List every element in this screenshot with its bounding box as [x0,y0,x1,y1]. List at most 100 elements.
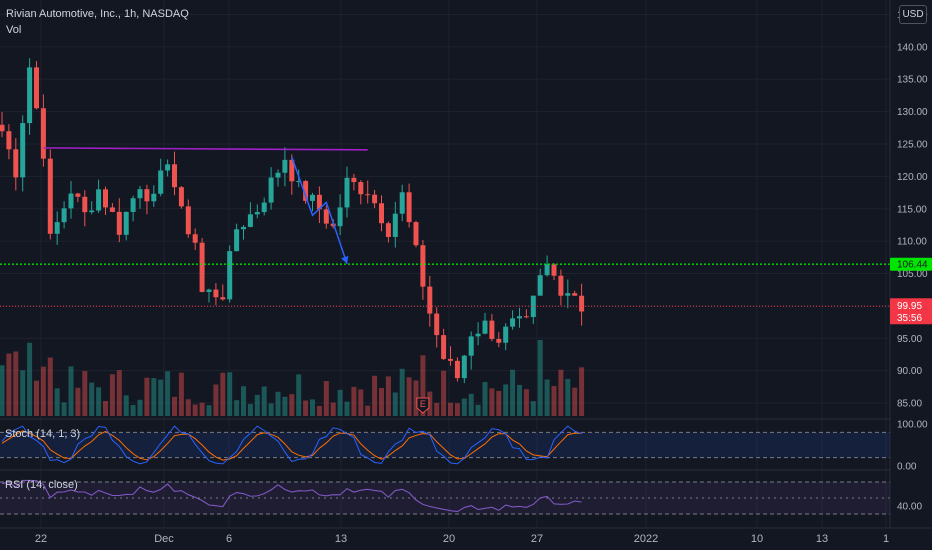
volume-bar [503,384,509,416]
candle-body [75,193,81,197]
volume-bar [579,367,585,416]
candle-body [220,297,226,300]
price-tick-label: 115.00 [897,204,927,215]
candle-body [151,193,157,202]
volume-bar [61,402,67,416]
candle-body [413,222,419,246]
price-tick-label: 120.00 [897,172,928,183]
candle-body [275,172,281,178]
candle-body [213,289,219,298]
volume-legend[interactable]: Vol [6,24,22,36]
stoch-legend[interactable]: Stoch (14, 1, 3) [5,428,81,440]
volume-bar [434,402,440,416]
volume-bar [227,372,233,416]
candle-body [468,336,474,356]
time-tick-label: 10 [751,533,763,545]
time-tick-label: 13 [816,533,828,545]
volume-bar [116,370,122,416]
volume-bar [523,389,529,416]
symbol-legend[interactable]: Rivian Automotive, Inc., 1h, NASDAQ [6,8,189,20]
price-tick-label: 90.00 [897,366,922,377]
candle-body [261,202,267,213]
candle-body [482,320,488,334]
volume-bar [13,351,19,416]
candle-body [227,251,233,300]
volume-bar [158,379,164,416]
volume-bar [448,402,453,416]
resistance-trendline[interactable] [43,147,368,151]
volume-bar [89,382,95,416]
volume-bar [151,378,157,416]
volume-bar [530,401,536,416]
volume-bar [365,405,371,416]
price-tick-label: 135.00 [897,75,928,86]
volume-bar [572,387,578,416]
volume-bar [178,372,184,416]
price-tick-label: 125.00 [897,140,928,151]
volume-bars [0,340,585,416]
earnings-marker[interactable]: E [416,397,430,414]
volume-bar [275,391,281,416]
candle-body [234,229,240,252]
volume-bar [330,402,336,416]
volume-bar [310,399,315,416]
volume-bar [192,404,198,416]
candle-body [206,289,212,292]
drawn-arrow-path[interactable] [291,156,348,265]
candle-body [558,275,564,296]
volume-bar [282,396,288,416]
candle-body [399,192,405,214]
currency-button[interactable]: USD [899,5,927,24]
candle-body [503,326,509,343]
volume-bar [144,377,150,416]
volume-bar [130,405,136,416]
price-tick-label: 140.00 [897,42,928,53]
rsi-axis-labels[interactable]: 40.00 [897,502,922,513]
candle-body [40,108,46,159]
time-tick-label: 2022 [634,533,658,545]
volume-bar [406,377,412,416]
volume-bar [241,386,246,416]
arrow-head-icon [341,255,349,264]
candle-body [454,360,460,379]
candle-body [385,223,391,237]
candle-body [565,293,571,296]
candle-body [54,222,60,234]
volume-bar [296,374,302,416]
candle-body [47,158,53,234]
candle-body [406,192,412,223]
volume-bar [413,380,419,416]
stoch-axis-labels[interactable]: 0.00 100.00 [897,420,928,473]
volume-bar [337,389,343,416]
candle-body [530,295,536,318]
volume-bar [537,340,543,416]
rsi-legend[interactable]: RSI (14, close) [5,479,78,491]
volume-bar [392,392,398,416]
candle-body [372,194,378,204]
earnings-marker-label: E [420,399,426,409]
price-axis-labels[interactable]: 85.0090.0095.00100.00105.00110.00115.001… [897,10,928,410]
volume-bar [551,386,557,416]
volume-bar [172,396,177,416]
volume-bar [103,400,108,416]
time-tick-label: Dec [154,533,174,545]
volume-bar [234,400,240,416]
volume-bar [54,388,60,416]
candle-body [247,214,253,227]
support-badge-value: 106.44 [897,260,928,271]
volume-bar [75,387,81,416]
candle-body [61,208,67,223]
volume-bar [565,378,571,416]
candle-body [303,181,309,201]
price-tick-label: 105.00 [897,269,928,280]
time-axis-labels[interactable]: 22 Dec 6 13 20 27 2022 10 13 1 [35,533,889,545]
candle-body [82,196,88,213]
volume-bar [461,398,467,416]
volume-bar [489,388,495,416]
candle-body [537,275,543,296]
candle-body [448,358,453,361]
candle-body [282,159,288,173]
candle-body [116,211,122,235]
price-candles [0,58,585,384]
